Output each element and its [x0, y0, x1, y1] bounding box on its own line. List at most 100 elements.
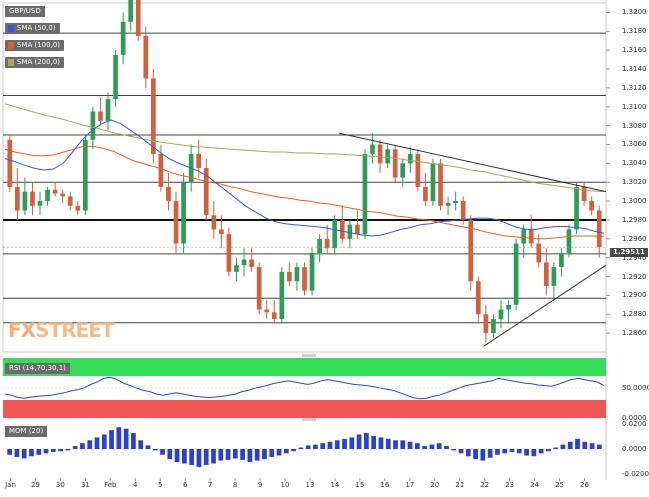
rsi-label: RSI (14,70,30,1) [5, 363, 70, 374]
candle-body [105, 99, 111, 121]
candle-body [143, 36, 149, 79]
symbol-label: GBP/USD [5, 6, 45, 17]
mom-bar [232, 449, 238, 459]
price-tick-label: 1.3020 [622, 178, 647, 187]
mom-bar [407, 441, 413, 449]
candle-body [400, 163, 406, 178]
candle-body [324, 238, 330, 249]
mom-tick-label: -0.0200 [622, 469, 649, 478]
mom-bar [50, 449, 56, 452]
mom-bar [298, 447, 304, 449]
x-tick-label: 16 [380, 481, 390, 489]
price-tick-label: 1.2920 [622, 272, 647, 281]
candle-body [158, 153, 164, 187]
mom-bar [495, 449, 500, 455]
candle-body [271, 312, 277, 319]
candle-body [430, 163, 436, 202]
legend-sma100-label: SMA (100,0) [17, 41, 60, 49]
mom-bar [283, 449, 289, 454]
price-tick-label: 1.2960 [622, 234, 647, 243]
candle-body [407, 153, 413, 164]
mom-bar [385, 438, 391, 449]
candle-body [521, 229, 526, 244]
mom-bar [567, 441, 573, 449]
candle-body [166, 186, 171, 202]
trendline [338, 132, 607, 193]
candle-body [181, 182, 186, 244]
pane-resize-handle [302, 354, 316, 357]
candle-body [581, 186, 587, 202]
mom-bar [480, 449, 486, 461]
candle-body [468, 219, 474, 282]
mom-bar [313, 444, 318, 449]
mom-bar [109, 430, 114, 449]
candle-body [355, 224, 360, 235]
mom-bar [160, 449, 165, 455]
mom-bar [451, 449, 457, 451]
candle-body [113, 54, 118, 100]
legend-sma200: SMA (200,0) [5, 57, 64, 68]
mom-bar [116, 427, 122, 449]
mom-bar [502, 449, 508, 454]
candle-body [377, 144, 383, 164]
mom-bar [152, 449, 158, 451]
candle-body [513, 243, 519, 305]
mom-bar [269, 449, 275, 457]
candle-body [173, 201, 179, 244]
x-tick-label: 25 [555, 481, 565, 489]
x-tick-label: 14 [330, 481, 340, 489]
candle-body [506, 304, 511, 310]
mom-bar [436, 443, 442, 449]
candle-body [302, 267, 307, 291]
mom-bar [378, 437, 384, 449]
candle-body [249, 259, 254, 268]
candle-body [475, 281, 481, 315]
mom-bar [65, 449, 71, 451]
candle-body [83, 139, 88, 211]
legend-sma50-label: SMA (50,0) [17, 24, 56, 32]
candle-body [559, 252, 564, 268]
candle-body [347, 224, 353, 239]
candle-body [98, 111, 103, 121]
mom-bar [94, 437, 100, 449]
mom-bar [29, 449, 34, 457]
candle-body [483, 314, 489, 334]
candle-body [67, 196, 73, 206]
mom-bar [138, 440, 144, 449]
candle-body [415, 153, 421, 187]
mom-bar [167, 449, 173, 460]
fxstreet-watermark: FXSTREET [8, 318, 115, 342]
x-tick-label: 29 [30, 481, 40, 489]
watermark-street: STREET [35, 318, 114, 342]
sma50-swatch [8, 25, 14, 32]
x-tick-label: 22 [480, 481, 490, 489]
candle-body [52, 189, 58, 194]
mom-bar [21, 449, 27, 459]
price-tick-label: 1.3120 [622, 83, 647, 92]
mom-bar [560, 444, 566, 449]
mom-bar [429, 444, 435, 449]
mom-tick-label: 0.0200 [622, 420, 647, 429]
x-tick-label: Feb [104, 481, 117, 489]
candle-body [135, 0, 141, 37]
candle-body [385, 149, 390, 164]
candle-body [574, 186, 579, 230]
x-tick-label: 21 [455, 481, 465, 489]
candle-body [226, 234, 232, 272]
mom-bar [262, 449, 267, 460]
candle-body [453, 201, 458, 203]
candle-body [423, 186, 428, 202]
pane-resize-handle [302, 418, 316, 421]
x-tick-label: 5 [158, 481, 163, 489]
candle-body [596, 210, 602, 248]
candle-body [151, 78, 156, 154]
mom-bar [7, 449, 13, 455]
rsi-overbought-zone [3, 358, 606, 376]
mom-bar [582, 441, 588, 449]
mom-label: MOM (20) [5, 426, 48, 437]
candle-body [256, 267, 262, 310]
mom-bar [174, 449, 180, 463]
candle-body [241, 259, 247, 266]
mom-bar [589, 443, 595, 449]
